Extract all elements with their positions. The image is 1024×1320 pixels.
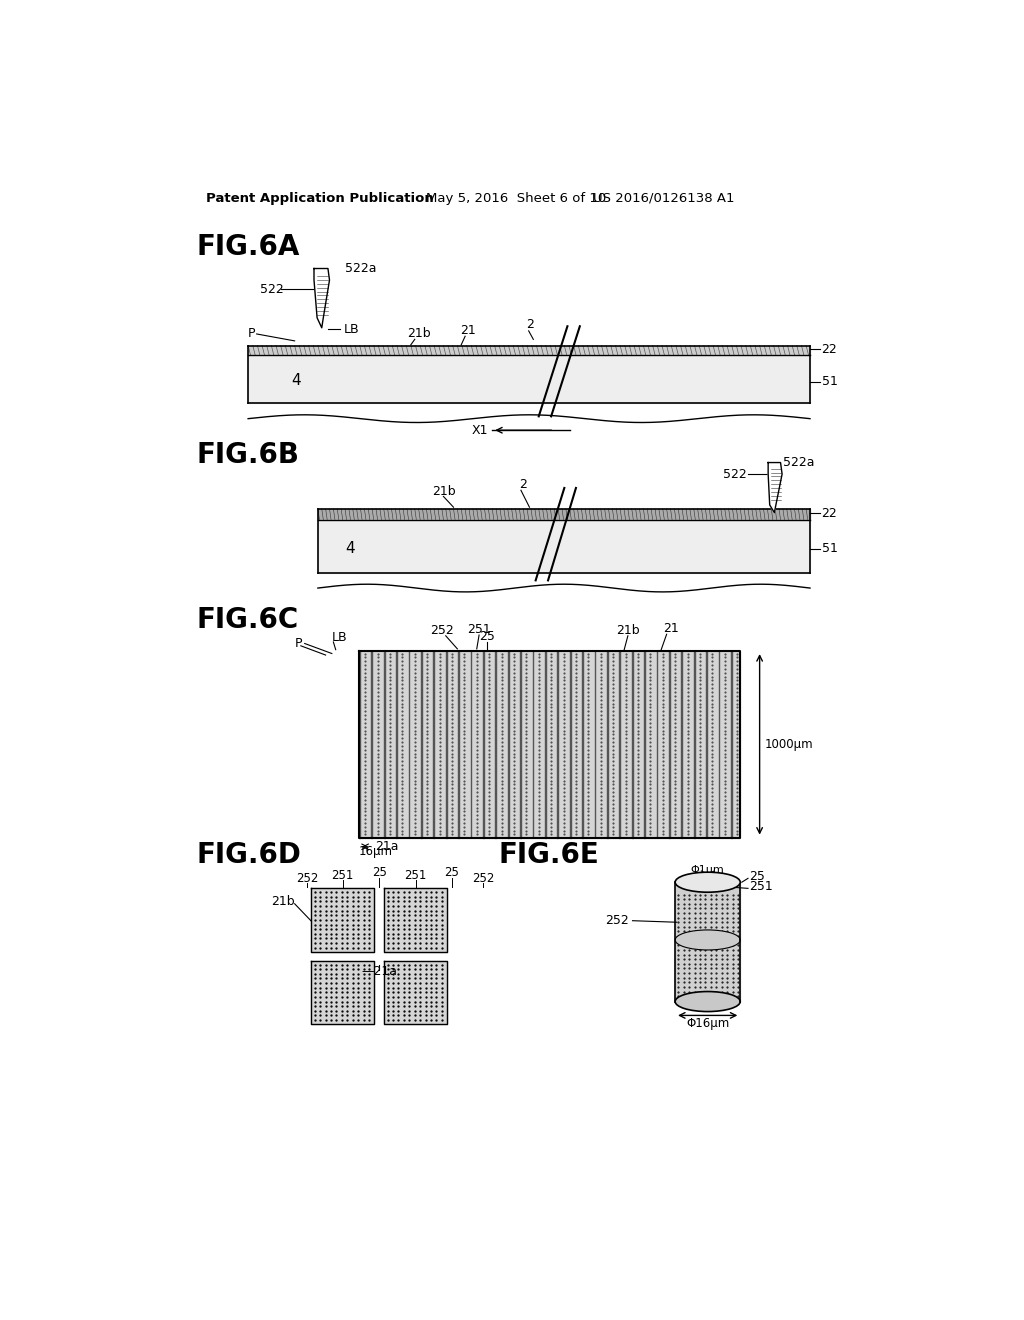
Polygon shape <box>311 888 375 952</box>
Polygon shape <box>359 651 740 838</box>
Ellipse shape <box>675 873 740 892</box>
Text: X1: X1 <box>472 424 488 437</box>
Text: 25: 25 <box>444 866 460 879</box>
Ellipse shape <box>675 991 740 1011</box>
Text: 522: 522 <box>723 467 746 480</box>
Text: Φ1μm: Φ1μm <box>691 865 725 875</box>
Ellipse shape <box>675 929 740 950</box>
Text: May 5, 2016  Sheet 6 of 10: May 5, 2016 Sheet 6 of 10 <box>426 191 606 205</box>
Text: P: P <box>295 638 302 649</box>
Polygon shape <box>384 888 447 952</box>
Text: 21: 21 <box>460 325 475 338</box>
Text: 251: 251 <box>404 869 427 882</box>
Text: 522: 522 <box>260 282 284 296</box>
Text: FIG.6A: FIG.6A <box>197 232 300 261</box>
Text: 4: 4 <box>345 541 354 556</box>
Polygon shape <box>311 961 375 1024</box>
Text: 4: 4 <box>291 372 300 388</box>
Text: 25: 25 <box>372 866 386 879</box>
Polygon shape <box>314 268 330 327</box>
Text: Patent Application Publication: Patent Application Publication <box>206 191 433 205</box>
Text: 251: 251 <box>467 623 490 636</box>
Text: 21: 21 <box>663 622 678 635</box>
Text: 522a: 522a <box>345 261 377 275</box>
Text: 21b: 21b <box>616 624 640 638</box>
Text: 522a: 522a <box>783 455 814 469</box>
Text: LB: LB <box>343 323 359 335</box>
Polygon shape <box>248 355 810 404</box>
Polygon shape <box>248 346 810 355</box>
Text: 51: 51 <box>821 543 838 556</box>
Text: 252: 252 <box>472 871 495 884</box>
Text: 21b: 21b <box>271 895 295 908</box>
Text: 22: 22 <box>821 343 838 356</box>
Text: 252: 252 <box>296 871 318 884</box>
Text: 22: 22 <box>821 507 838 520</box>
Text: 1000μm: 1000μm <box>765 738 814 751</box>
Text: 2: 2 <box>526 318 535 331</box>
Text: Φ16μm: Φ16μm <box>686 1016 729 1030</box>
Text: 251: 251 <box>750 879 773 892</box>
Polygon shape <box>317 508 810 520</box>
Text: 21b: 21b <box>432 484 457 498</box>
Text: 252: 252 <box>430 624 454 638</box>
Polygon shape <box>768 462 782 512</box>
Polygon shape <box>675 882 740 1002</box>
Text: FIG.6C: FIG.6C <box>197 606 298 635</box>
Text: 251: 251 <box>332 869 354 882</box>
Text: FIG.6D: FIG.6D <box>197 841 301 870</box>
Text: 25: 25 <box>750 870 765 883</box>
Text: 2: 2 <box>519 478 527 491</box>
Polygon shape <box>384 961 447 1024</box>
Text: LB: LB <box>332 631 347 644</box>
Text: 21b: 21b <box>407 327 431 341</box>
Text: —21a: —21a <box>361 965 397 978</box>
Text: FIG.6E: FIG.6E <box>499 841 599 870</box>
Text: 21a: 21a <box>375 841 398 853</box>
Text: 25: 25 <box>479 630 495 643</box>
Text: P: P <box>248 327 256 341</box>
Text: 51: 51 <box>821 375 838 388</box>
Polygon shape <box>317 520 810 573</box>
Text: 252: 252 <box>605 915 629 927</box>
Text: 16μm: 16μm <box>359 845 393 858</box>
Text: US 2016/0126138 A1: US 2016/0126138 A1 <box>593 191 734 205</box>
Text: FIG.6B: FIG.6B <box>197 441 299 469</box>
